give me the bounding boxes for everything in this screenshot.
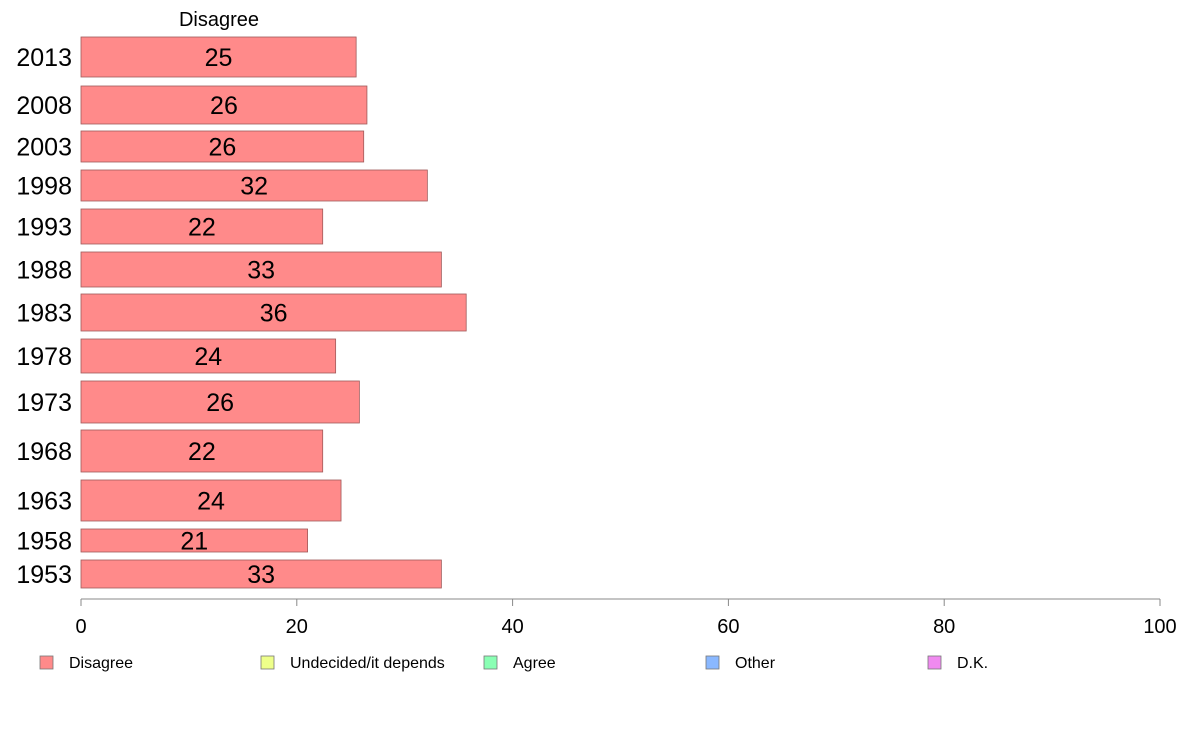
y-tick-label-1958: 1958: [16, 528, 72, 556]
data-label-1958: 21: [180, 528, 208, 556]
y-tick-label-2008: 2008: [16, 92, 72, 120]
x-tick-label-60: 60: [717, 616, 739, 638]
y-tick-label-1963: 1963: [16, 488, 72, 516]
data-label-1978: 24: [194, 343, 222, 371]
x-tick-label-80: 80: [933, 616, 955, 638]
legend-swatch-1: [260, 655, 275, 670]
legend-label-1: Undecided/it depends: [290, 655, 445, 672]
bar-2008: [80, 85, 368, 125]
data-label-1963: 24: [197, 488, 225, 516]
data-label-2003: 26: [208, 134, 236, 162]
bar-1978: [80, 338, 337, 374]
x-tick-label-0: 0: [75, 616, 86, 638]
x-axis: 0 20 40 60 80 100: [75, 598, 1177, 638]
data-label-1993: 22: [188, 214, 216, 242]
y-tick-label-1973: 1973: [16, 389, 72, 417]
bar-1968: [80, 429, 324, 473]
legend-swatch-0: [39, 655, 54, 670]
legend-swatch-2: [483, 655, 498, 670]
data-label-1953: 33: [247, 561, 275, 589]
x-tick-label-40: 40: [501, 616, 523, 638]
y-tick-labels: 2013 2008 2003 1998 1993 1988 1983 1978 1973 1968…: [16, 44, 72, 589]
bar-1973: [80, 380, 360, 424]
y-tick-label-2013: 2013: [16, 44, 72, 72]
data-label-1998: 32: [240, 173, 268, 201]
x-tick-label-20: 20: [286, 616, 308, 638]
data-label-2013: 25: [205, 44, 233, 72]
data-label-2008: 26: [210, 92, 238, 120]
legend: Disagree Undecided/it depends Agree Other D.…: [39, 655, 988, 672]
bar-1983: [80, 293, 467, 332]
legend-swatch-4: [927, 655, 942, 670]
bar-2003: [80, 130, 365, 163]
y-tick-label-2003: 2003: [16, 134, 72, 162]
bar-1963: [80, 479, 342, 522]
bar-1958: [80, 528, 308, 553]
bar-1953: [80, 559, 442, 589]
bar-1993: [80, 208, 324, 245]
y-tick-label-1998: 1998: [16, 173, 72, 201]
legend-label-2: Agree: [513, 655, 556, 672]
bar-1988: [80, 251, 442, 288]
bar-2013: [80, 36, 357, 78]
y-tick-label-1988: 1988: [16, 257, 72, 285]
data-label-1988: 33: [247, 257, 275, 285]
y-tick-label-1978: 1978: [16, 343, 72, 371]
x-tick-label-100: 100: [1143, 616, 1176, 638]
legend-label-3: Other: [735, 655, 776, 672]
y-tick-label-1983: 1983: [16, 300, 72, 328]
data-label-1973: 26: [206, 389, 234, 417]
y-tick-label-1993: 1993: [16, 214, 72, 242]
bar-1998: [80, 169, 428, 202]
legend-label-4: D.K.: [957, 655, 988, 672]
y-tick-label-1968: 1968: [16, 438, 72, 466]
legend-swatch-3: [705, 655, 720, 670]
legend-label-0: Disagree: [69, 655, 133, 672]
column-header: Disagree: [179, 9, 259, 31]
data-label-1968: 22: [188, 438, 216, 466]
data-label-1983: 36: [260, 300, 288, 328]
y-tick-label-1953: 1953: [16, 561, 72, 589]
